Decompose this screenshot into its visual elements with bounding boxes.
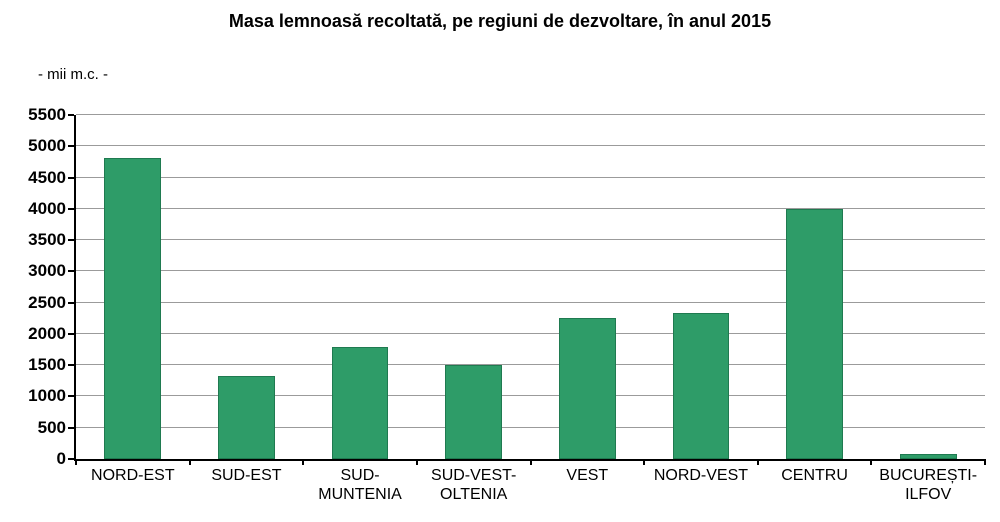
- x-tick-mark: [415, 459, 418, 465]
- bar-slot-1: [190, 115, 304, 459]
- y-tick-label: 4000: [28, 198, 66, 218]
- bar-6: [786, 209, 843, 459]
- y-tick-mark: [68, 458, 74, 460]
- x-tick-mark: [529, 459, 532, 465]
- y-tick-label: 4500: [28, 167, 66, 187]
- x-tick-mark: [75, 459, 77, 465]
- gridline: [76, 426, 985, 428]
- x-label-0: NORD-EST: [91, 467, 175, 484]
- x-axis-category-labels: NORD-EST SUD-EST SUD- MUNTENIA SUD-VEST- OL…: [76, 466, 985, 504]
- x-tick-mark: [870, 459, 873, 465]
- y-tick-mark: [68, 395, 74, 398]
- y-tick-label: 5500: [28, 105, 66, 124]
- gridline: [76, 395, 985, 397]
- x-label-3: SUD-VEST- OLTENIA: [431, 467, 517, 503]
- y-tick-mark: [68, 145, 74, 148]
- y-tick-mark: [68, 426, 74, 429]
- y-axis-unit-label: - mii m.c. -: [38, 66, 108, 83]
- bar-7: [899, 454, 957, 459]
- y-tick-label: 2500: [28, 292, 66, 312]
- x-label-5: NORD-VEST: [653, 467, 749, 484]
- bar-5: [672, 313, 730, 459]
- plot-area: [74, 114, 985, 461]
- bar-slot-4: [531, 115, 645, 459]
- y-tick-mark: [68, 332, 74, 335]
- y-tick-mark: [68, 114, 74, 116]
- x-label-7: BUCUREȘTI- ILFOV: [879, 467, 978, 503]
- bar-slot-3: [417, 115, 531, 459]
- bar-slot-7: [871, 115, 985, 459]
- bar-1: [218, 376, 275, 459]
- bar-slot-5: [644, 115, 758, 459]
- bar-0: [104, 158, 162, 459]
- y-tick-label: 3500: [28, 230, 66, 250]
- x-tick-mark: [188, 459, 191, 465]
- gridline: [76, 176, 985, 178]
- bar-2: [331, 347, 389, 459]
- x-tick-mark: [302, 459, 305, 465]
- y-tick-mark: [68, 239, 74, 242]
- x-label-6: CENTRU: [781, 467, 848, 484]
- gridline: [76, 364, 985, 366]
- y-tick-label: 1500: [28, 355, 66, 375]
- bar-4: [558, 317, 616, 459]
- gridline: [76, 332, 985, 334]
- y-tick-mark: [68, 301, 74, 304]
- y-tick-label: 5000: [28, 136, 66, 156]
- y-tick-label: 3000: [28, 261, 66, 281]
- x-tick-mark: [643, 459, 646, 465]
- y-tick-mark: [68, 207, 74, 210]
- y-axis-line: [74, 115, 76, 459]
- gridline: [76, 207, 985, 209]
- bar-3: [445, 364, 503, 459]
- y-tick-label: 500: [37, 417, 66, 437]
- bar-slot-6: [758, 115, 872, 459]
- y-tick-mark: [68, 364, 74, 367]
- gridline: [76, 301, 985, 303]
- x-tick-mark: [756, 459, 759, 465]
- y-tick-mark: [68, 176, 74, 179]
- gridline: [76, 114, 985, 115]
- x-label-1: SUD-EST: [211, 467, 282, 484]
- gridline: [76, 239, 985, 241]
- chart-title: Masa lemnoasă recoltată, pe regiuni de d…: [228, 11, 772, 31]
- bar-slot-0: [76, 115, 190, 459]
- x-tick-mark: [984, 459, 986, 465]
- bar-slot-2: [303, 115, 417, 459]
- y-tick-label: 0: [56, 449, 66, 468]
- x-label-4: VEST: [566, 467, 609, 484]
- bars-container: [76, 115, 985, 459]
- y-tick-mark: [68, 270, 74, 273]
- y-tick-label: 2000: [28, 323, 66, 343]
- x-label-2: SUD- MUNTENIA: [318, 467, 402, 503]
- y-tick-label: 1000: [28, 386, 66, 406]
- gridline: [76, 145, 985, 147]
- gridline: [76, 270, 985, 272]
